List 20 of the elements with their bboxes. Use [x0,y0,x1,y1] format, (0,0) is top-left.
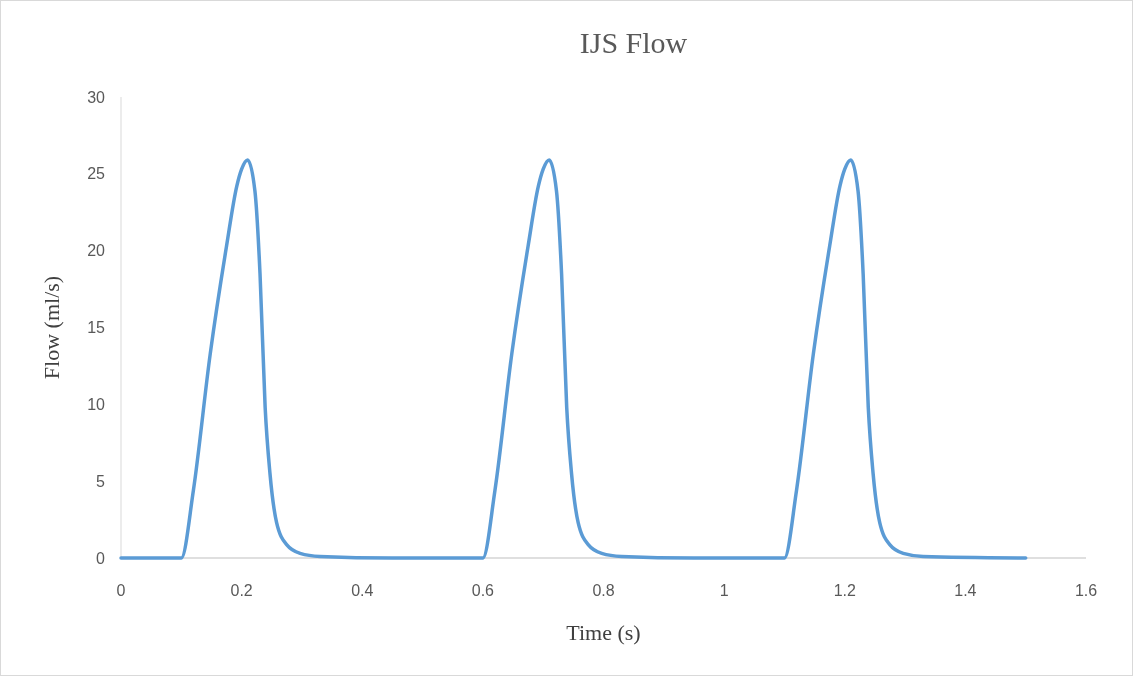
y-axis-title: Flow (ml/s) [39,275,64,380]
y-tick-label: 5 [96,472,106,490]
x-tick-label: 0.8 [592,582,615,599]
x-tick-label: 1.6 [1074,582,1098,599]
x-axis-title: Time (s) [566,620,641,645]
line-series [119,158,1028,560]
y-tick-label: 0 [96,549,106,567]
y-tick-label: 25 [87,165,106,183]
x-tick-label: 1.4 [954,582,977,599]
x-tick-label: 0.4 [351,582,374,599]
y-tick-label: 15 [87,319,106,337]
x-tick-label: 0 [116,582,126,599]
x-tick-label: 0.6 [471,582,495,599]
y-tick-label: 10 [87,395,106,413]
x-tick-label: 1 [719,582,729,599]
y-tick-label: 30 [87,88,106,106]
x-tick-label: 0.2 [230,582,253,599]
y-tick-label: 20 [87,242,106,260]
x-tick-label: 1.2 [833,582,856,599]
chart-title: IJS Flow [579,26,688,59]
